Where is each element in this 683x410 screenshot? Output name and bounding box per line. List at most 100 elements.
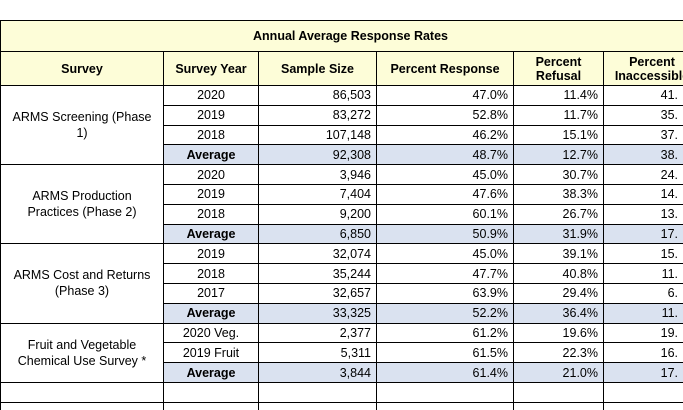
- column-header: Survey: [0, 51, 164, 86]
- cell: 32,074: [258, 243, 377, 265]
- cell: 19.: [602, 322, 683, 344]
- cell: 11.4%: [513, 85, 604, 106]
- empty-row: [0, 381, 683, 403]
- cell: 5,311: [258, 342, 377, 364]
- average-cell: Average: [163, 362, 259, 383]
- cell: 45.0%: [376, 243, 514, 265]
- cell: 86,503: [258, 85, 377, 106]
- survey-name: Fruit and Vegetable Chemical Use Survey …: [0, 322, 164, 383]
- cell: 47.6%: [376, 183, 514, 205]
- data-row: ARMS Screening (Phase 1) 2020 86,503 47.0% 1…: [0, 84, 683, 166]
- cell: 13.: [602, 203, 683, 225]
- average-cell: 6,850: [258, 223, 377, 245]
- average-cell: 17.: [602, 223, 683, 245]
- average-cell: 36.4%: [513, 302, 604, 324]
- cell: 2020 Veg.: [163, 322, 259, 344]
- empty-cell: [0, 381, 164, 403]
- average-cell: 52.2%: [376, 302, 514, 324]
- column-header: Percent Response: [376, 51, 514, 86]
- empty-cell: [258, 381, 377, 403]
- survey-name: ARMS Screening (Phase 1): [0, 84, 164, 166]
- cell: 46.2%: [376, 124, 514, 146]
- average-cell: 48.7%: [376, 144, 514, 166]
- average-cell: 17.: [602, 362, 683, 383]
- cell: 2019: [163, 183, 259, 205]
- cell: 2018: [163, 203, 259, 225]
- cell: 7,404: [258, 183, 377, 205]
- response-table: Annual Average Response Rates Survey Surv…: [0, 20, 683, 410]
- cell: 2020: [163, 164, 259, 185]
- average-cell: 92,308: [258, 144, 377, 166]
- cell: 16.: [602, 342, 683, 364]
- data-row: Fruit and Vegetable Chemical Use Survey …: [0, 322, 683, 383]
- column-header: Sample Size: [258, 51, 377, 86]
- cell: 60.1%: [376, 203, 514, 225]
- average-cell: 33,325: [258, 302, 377, 324]
- table-body: Annual Average Response Rates Survey Surv…: [0, 20, 683, 410]
- table-title: Annual Average Response Rates: [0, 20, 683, 52]
- cell: 15.: [602, 243, 683, 265]
- empty-cell: [376, 401, 514, 410]
- survey-name: ARMS Production Practices (Phase 2): [0, 164, 164, 245]
- average-cell: 3,844: [258, 362, 377, 383]
- cell: 63.9%: [376, 282, 514, 304]
- average-cell: 21.0%: [513, 362, 604, 383]
- cell: 2019 Fruit: [163, 342, 259, 364]
- column-header: Survey Year: [163, 51, 259, 86]
- cell: 3,946: [258, 164, 377, 185]
- cell: 37.: [602, 124, 683, 146]
- empty-cell: [602, 381, 683, 403]
- cell: 2017: [163, 282, 259, 304]
- average-cell: Average: [163, 144, 259, 166]
- cell: 2019: [163, 243, 259, 265]
- average-row: Average 3,844 61.4% 21.0% 17.: [1, 362, 683, 383]
- average-cell: Average: [163, 223, 259, 245]
- cell: 107,148: [258, 124, 377, 146]
- cell: 29.4%: [513, 282, 604, 304]
- cell: 35.: [602, 104, 683, 126]
- cell: 83,272: [258, 104, 377, 126]
- cell: 15.1%: [513, 124, 604, 146]
- empty-cell: [376, 381, 514, 403]
- cell: 2019: [163, 104, 259, 126]
- cell: 11.7%: [513, 104, 604, 126]
- cell: 39.1%: [513, 243, 604, 265]
- data-row: 2018 35,244 47.7% 40.8% 11.: [1, 263, 683, 284]
- column-header: Percent Inaccessible: [602, 51, 683, 86]
- cell: 32,657: [258, 282, 377, 304]
- empty-row: [0, 401, 683, 410]
- cell: 30.7%: [513, 164, 604, 185]
- empty-cell: [258, 401, 377, 410]
- cell: 52.8%: [376, 104, 514, 126]
- cell: 45.0%: [376, 164, 514, 185]
- cell: 6.: [602, 282, 683, 304]
- header-row: Survey Survey Year Sample Size Percent Resp…: [0, 51, 683, 86]
- empty-cell: [0, 401, 164, 410]
- data-row: 2019 Fruit 5,311 61.5% 22.3% 16.: [1, 342, 683, 364]
- average-cell: Average: [163, 302, 259, 324]
- empty-cell: [513, 381, 604, 403]
- cell: 47.0%: [376, 85, 514, 106]
- average-row: Average 92,308 48.7% 12.7% 38.: [1, 144, 683, 166]
- cell: 14.: [602, 183, 683, 205]
- survey-name: ARMS Cost and Returns (Phase 3): [0, 243, 164, 324]
- cell: 11.: [602, 263, 683, 284]
- average-row: Average 33,325 52.2% 36.4% 11.: [1, 302, 683, 324]
- empty-cell: [163, 381, 259, 403]
- cell: 61.2%: [376, 322, 514, 344]
- table-container: Annual Average Response Rates Survey Surv…: [0, 20, 683, 410]
- cell: 41.: [602, 85, 683, 106]
- average-cell: 38.: [602, 144, 683, 166]
- empty-cell: [602, 401, 683, 410]
- cell: 40.8%: [513, 263, 604, 284]
- title-row: Annual Average Response Rates: [0, 20, 683, 52]
- cell: 2018: [163, 124, 259, 146]
- average-cell: 61.4%: [376, 362, 514, 383]
- cell: 2018: [163, 263, 259, 284]
- cell: 22.3%: [513, 342, 604, 364]
- cell: 2020: [163, 85, 259, 106]
- data-row: ARMS Production Practices (Phase 2) 2020 3…: [0, 164, 683, 245]
- column-header: Percent Refusal: [513, 51, 604, 86]
- cell: 26.7%: [513, 203, 604, 225]
